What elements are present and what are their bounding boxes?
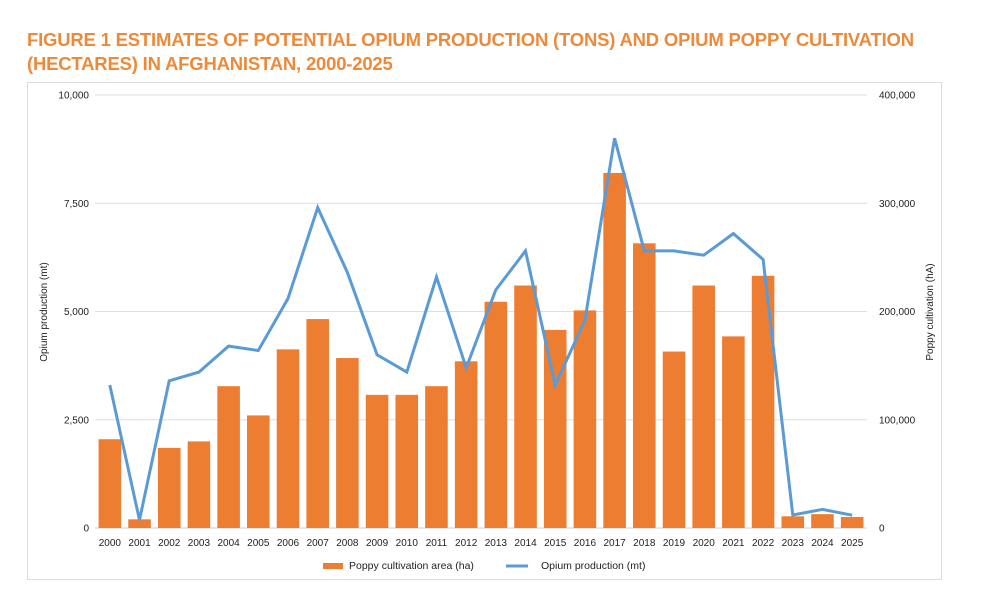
y-tick-label: 10,000 <box>58 91 89 102</box>
bar-2003 <box>187 441 211 528</box>
y2-tick-label: 200,000 <box>879 307 916 318</box>
bar-2022 <box>751 275 775 528</box>
opium-production-line <box>108 137 853 521</box>
x-tick-label: 2000 <box>99 538 122 549</box>
x-tick-label: 2011 <box>426 538 448 549</box>
x-tick-label: 2001 <box>128 538 151 549</box>
x-tick-label: 2024 <box>811 538 834 549</box>
y2-tick-label: 0 <box>879 524 885 535</box>
bar-2006 <box>276 349 300 528</box>
bar-2016 <box>573 310 597 528</box>
x-tick-label: 2025 <box>841 538 864 549</box>
bar-2018 <box>633 243 656 529</box>
bar-2011 <box>425 386 448 528</box>
legend-label-line: Opium production (mt) <box>541 560 645 572</box>
chart-frame <box>27 82 942 580</box>
x-tick-label: 2017 <box>603 538 626 549</box>
x-tick-label: 2018 <box>633 538 656 549</box>
y-tick-label: 7,500 <box>64 199 89 210</box>
y2-tick-label: 400,000 <box>879 91 916 102</box>
x-tick-label: 2020 <box>693 538 716 549</box>
bar-2012 <box>454 361 478 528</box>
y2-tick-label: 100,000 <box>879 415 916 426</box>
bar-2009 <box>365 394 389 528</box>
x-tick-label: 2019 <box>663 538 686 549</box>
x-tick-label: 2003 <box>188 538 211 549</box>
x-tick-label: 2021 <box>722 538 745 549</box>
x-tick-label: 2022 <box>752 538 775 549</box>
right-axis-title: Poppy cultivation (hA) <box>925 263 936 360</box>
bar-2005 <box>247 415 270 528</box>
bar-2013 <box>484 301 508 528</box>
right-axis-ticks: 0 100,000 200,000 300,000 400,000 <box>879 91 916 535</box>
bar-2025 <box>840 516 864 528</box>
y-tick-label: 0 <box>83 524 89 535</box>
bar-2010 <box>395 394 419 528</box>
x-tick-label: 2005 <box>247 538 270 549</box>
bar-2004 <box>217 386 240 528</box>
x-tick-label: 2010 <box>396 538 419 549</box>
x-tick-label: 2009 <box>366 538 389 549</box>
bar-2002 <box>157 447 181 528</box>
bar-2020 <box>692 285 715 528</box>
bar-series <box>98 172 864 529</box>
x-tick-label: 2012 <box>455 538 478 549</box>
legend: Poppy cultivation area (ha) Opium produc… <box>323 560 645 572</box>
line-series <box>108 137 853 521</box>
legend-swatch-bars <box>323 563 343 569</box>
x-tick-label: 2008 <box>336 538 359 549</box>
x-tick-label: 2002 <box>158 538 181 549</box>
x-tick-label: 2006 <box>277 538 300 549</box>
bar-2000 <box>98 439 122 528</box>
bar-2024 <box>811 514 834 528</box>
x-tick-label: 2015 <box>544 538 567 549</box>
bar-2023 <box>781 516 805 528</box>
bar-2007 <box>306 319 329 528</box>
bar-2021 <box>722 336 745 528</box>
y2-tick-label: 300,000 <box>879 199 916 210</box>
chart-title: FIGURE 1 ESTIMATES OF POTENTIAL OPIUM PR… <box>27 29 914 74</box>
y-tick-label: 2,500 <box>64 415 89 426</box>
bar-2001 <box>128 519 151 528</box>
bar-2008 <box>336 358 359 528</box>
bar-2014 <box>514 285 537 528</box>
legend-label-bars: Poppy cultivation area (ha) <box>349 560 474 572</box>
x-tick-label: 2023 <box>782 538 805 549</box>
bar-2015 <box>543 329 567 528</box>
gridlines <box>95 94 867 529</box>
x-tick-label: 2016 <box>574 538 597 549</box>
y-tick-label: 5,000 <box>64 307 89 318</box>
x-tick-label: 2014 <box>514 538 537 549</box>
bar-2019 <box>662 351 686 528</box>
x-tick-label: 2007 <box>307 538 330 549</box>
x-axis-ticks: 2000 2001 2002 2003 2004 2005 2006 2007 2008 2009… <box>99 538 864 549</box>
bar-2017 <box>603 172 626 528</box>
x-tick-label: 2013 <box>485 538 508 549</box>
left-axis-title: Opium production (mt) <box>39 262 50 361</box>
left-axis-ticks: 0 2,500 5,000 7,500 10,000 <box>58 91 89 535</box>
x-tick-label: 2004 <box>217 538 240 549</box>
